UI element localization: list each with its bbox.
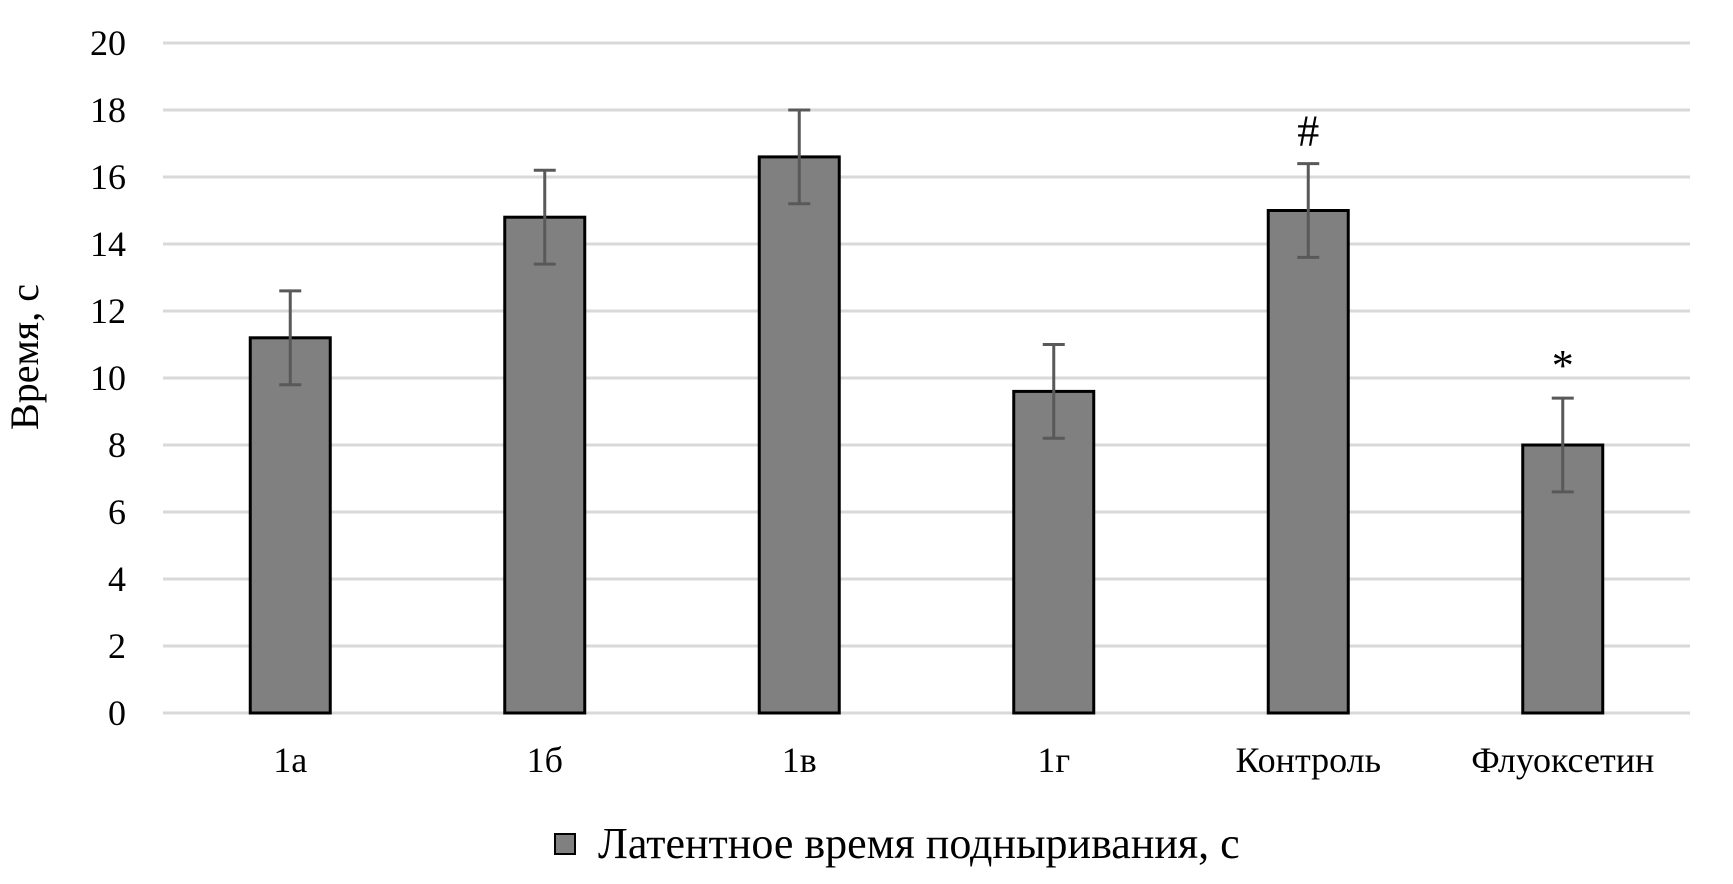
- legend-swatch: [554, 833, 576, 855]
- bar: [248, 336, 332, 715]
- y-tick-label: 16: [90, 157, 126, 197]
- y-tick-label: 4: [108, 559, 126, 599]
- bar: [757, 155, 841, 715]
- significance-marker: *: [1552, 341, 1574, 390]
- legend-label: Латентное время подныривания, с: [598, 819, 1240, 868]
- y-axis-label: Время, с: [2, 284, 47, 430]
- bar: [1266, 209, 1350, 715]
- y-tick-label: 2: [108, 626, 126, 666]
- y-tick-label: 8: [108, 425, 126, 465]
- x-axis-ticks: 1а 1б 1в 1г Контроль Флуоксетин: [273, 740, 1654, 780]
- gridlines: [163, 41, 1690, 715]
- legend: Латентное время подныривания, с: [554, 819, 1240, 868]
- x-tick-label: 1б: [527, 740, 563, 780]
- bar: [1012, 389, 1096, 715]
- bar: [503, 215, 587, 715]
- y-tick-label: 10: [90, 358, 126, 398]
- x-tick-label: Контроль: [1235, 740, 1381, 780]
- y-tick-label: 18: [90, 90, 126, 130]
- y-axis-ticks: 0 2 4 6 8 10 12 14 16 18 20: [90, 23, 126, 733]
- bars: [248, 155, 1605, 715]
- y-tick-label: 6: [108, 492, 126, 532]
- error-bars: [279, 108, 1574, 494]
- y-tick-label: 0: [108, 693, 126, 733]
- x-tick-label: 1г: [1037, 740, 1070, 780]
- x-tick-label: 1в: [782, 740, 817, 780]
- x-tick-label: Флуоксетин: [1471, 740, 1654, 780]
- significance-marker: #: [1297, 107, 1319, 156]
- y-tick-label: 20: [90, 23, 126, 63]
- annotations: #*: [1297, 107, 1574, 391]
- y-tick-label: 14: [90, 224, 126, 264]
- x-tick-label: 1а: [273, 740, 307, 780]
- y-tick-label: 12: [90, 291, 126, 331]
